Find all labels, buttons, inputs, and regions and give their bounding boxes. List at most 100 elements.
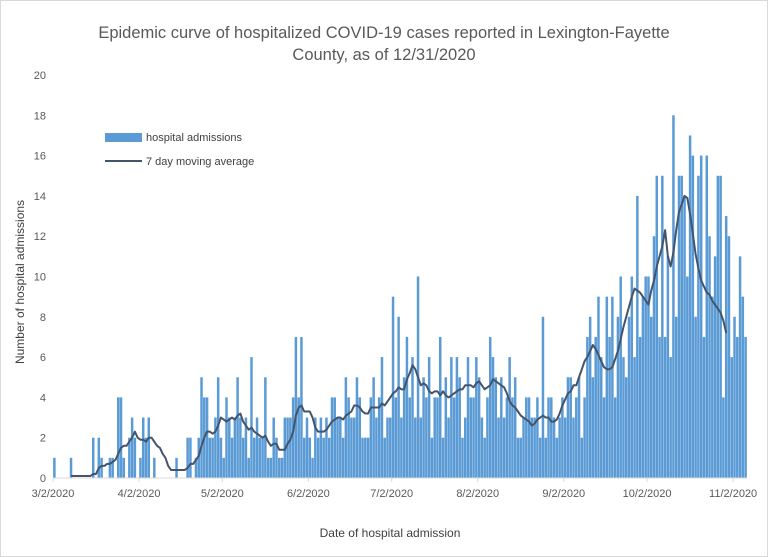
- bar: [627, 316, 631, 478]
- bar: [269, 457, 273, 478]
- bar: [633, 357, 636, 478]
- x-axis-title: Date of hospital admission: [320, 526, 461, 540]
- bar: [533, 417, 536, 478]
- bar: [327, 437, 331, 478]
- bar: [189, 437, 192, 478]
- bar: [644, 276, 647, 478]
- x-tick-label: 11/2/2020: [709, 488, 757, 500]
- bar: [275, 437, 278, 478]
- bar: [477, 377, 481, 478]
- bar: [480, 417, 484, 478]
- bar: [649, 316, 653, 478]
- bar: [552, 417, 556, 478]
- x-tick-label: 6/2/2020: [287, 488, 330, 500]
- bar: [638, 336, 642, 478]
- bar: [519, 437, 523, 478]
- bar: [483, 437, 486, 478]
- bar: [577, 377, 581, 478]
- bar: [214, 417, 217, 478]
- bar: [616, 316, 620, 478]
- bar: [255, 417, 259, 478]
- bar: [447, 417, 450, 478]
- bar: [375, 417, 378, 478]
- x-tick-label: 4/2/2020: [118, 488, 161, 500]
- bar: [253, 437, 256, 478]
- bar: [116, 397, 120, 478]
- bar: [719, 175, 722, 478]
- y-tick-label: 10: [34, 272, 46, 284]
- bar: [266, 457, 270, 478]
- bar: [575, 397, 578, 478]
- bar: [608, 336, 611, 478]
- chart-title: Epidemic curve of hospitalized COVID-19 …: [98, 24, 670, 64]
- y-tick-label: 0: [40, 473, 46, 485]
- bar: [444, 377, 448, 478]
- bar: [463, 417, 467, 478]
- y-tick-label: 16: [34, 151, 46, 163]
- bar: [311, 457, 314, 478]
- bar: [236, 377, 239, 478]
- bar: [133, 437, 137, 478]
- bar: [153, 457, 156, 478]
- bar: [411, 357, 414, 478]
- bar: [297, 397, 300, 478]
- bar: [314, 417, 317, 478]
- bar: [441, 437, 445, 478]
- bar: [686, 276, 689, 478]
- bar: [322, 437, 325, 478]
- bar: [727, 236, 731, 478]
- x-tick-label: 7/2/2020: [370, 488, 413, 500]
- bar: [358, 397, 361, 478]
- bar: [652, 236, 656, 478]
- bar: [241, 437, 245, 478]
- bar: [466, 357, 470, 478]
- bar: [461, 437, 464, 478]
- bar: [497, 417, 500, 478]
- bar: [339, 417, 342, 478]
- bar: [433, 397, 436, 478]
- legend-swatch-hospital-admissions: [105, 133, 142, 142]
- bar: [505, 397, 509, 478]
- x-axis-ticks: 3/2/2020 4/2/2020 5/2/2020 6/2/2020 7/2/2020…: [32, 478, 757, 500]
- bar: [364, 437, 367, 478]
- bar: [527, 397, 531, 478]
- bar: [561, 397, 564, 478]
- bar: [53, 457, 56, 478]
- bar: [139, 457, 142, 478]
- bar: [100, 457, 103, 478]
- bar: [708, 236, 711, 478]
- bar: [525, 397, 528, 478]
- bar: [733, 316, 736, 478]
- bar: [175, 457, 178, 478]
- bar: [558, 417, 561, 478]
- bar: [194, 457, 198, 478]
- bar: [663, 336, 667, 478]
- bar: [366, 437, 370, 478]
- bar: [250, 357, 253, 478]
- bar: [594, 336, 597, 478]
- bar: [538, 437, 542, 478]
- bar: [452, 397, 456, 478]
- bar: [619, 276, 622, 478]
- bar: [197, 437, 200, 478]
- bar: [630, 276, 634, 478]
- bar: [722, 397, 725, 478]
- bar: [119, 397, 123, 478]
- bar: [205, 397, 209, 478]
- bar: [408, 397, 411, 478]
- bar: [730, 357, 733, 478]
- bar: [228, 417, 231, 478]
- x-tick-label: 10/2/2020: [623, 488, 672, 500]
- bar: [289, 417, 292, 478]
- bar: [436, 397, 439, 478]
- bar: [530, 417, 534, 478]
- bar: [455, 357, 459, 478]
- bar: [591, 377, 595, 478]
- bar: [705, 155, 708, 478]
- bar: [672, 115, 675, 479]
- bar: [389, 417, 392, 478]
- x-tick-label: 8/2/2020: [456, 488, 499, 500]
- bar: [486, 397, 489, 478]
- bar: [219, 437, 223, 478]
- bar: [244, 417, 248, 478]
